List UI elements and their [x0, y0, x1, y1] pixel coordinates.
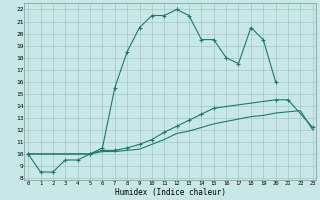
X-axis label: Humidex (Indice chaleur): Humidex (Indice chaleur) — [115, 188, 226, 197]
